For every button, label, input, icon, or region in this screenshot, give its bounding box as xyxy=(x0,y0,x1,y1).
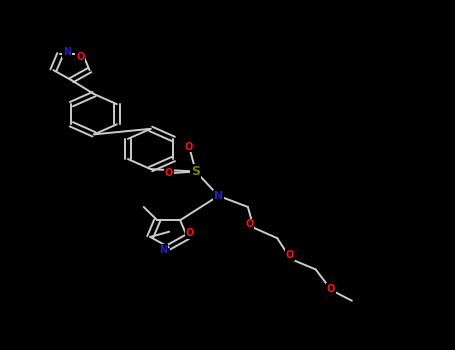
Text: N: N xyxy=(63,47,71,57)
Text: O: O xyxy=(165,168,173,178)
Text: O: O xyxy=(185,228,193,238)
Text: S: S xyxy=(192,165,200,178)
Text: N: N xyxy=(214,191,223,201)
Text: O: O xyxy=(245,219,253,229)
Text: N: N xyxy=(159,245,167,255)
Text: O: O xyxy=(185,141,193,152)
Text: O: O xyxy=(327,284,335,294)
Text: O: O xyxy=(286,250,294,260)
Text: O: O xyxy=(76,51,85,62)
